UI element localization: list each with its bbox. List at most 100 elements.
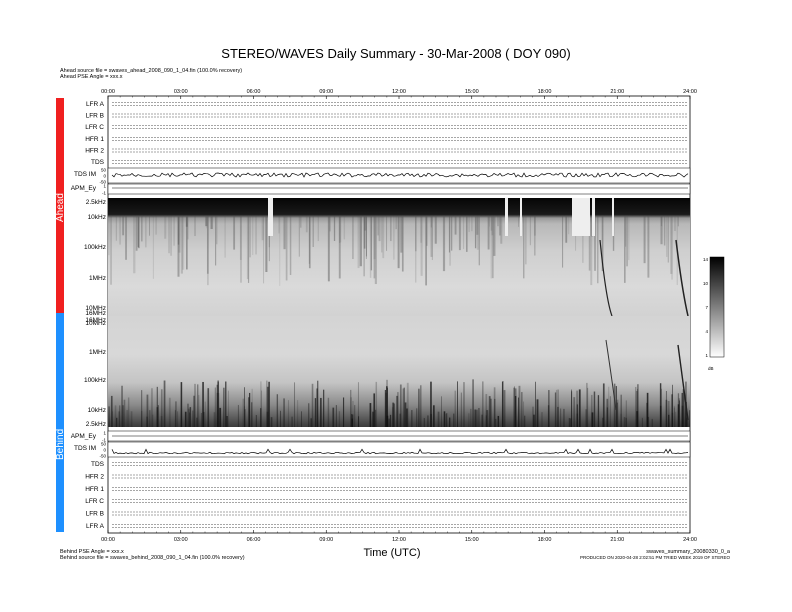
top-axis-tick-label: 00:00 — [101, 89, 115, 95]
behind-freq-tick-label: 10kHz — [88, 407, 106, 414]
behind-spectrogram-streak — [338, 411, 341, 427]
behind-spectrogram-streak — [249, 392, 251, 427]
behind-spectrogram-streak — [637, 384, 639, 427]
ahead-spectrogram-streak — [660, 216, 663, 245]
behind-spectrogram-streak — [502, 381, 504, 427]
behind-spectrogram-streak — [372, 411, 374, 427]
ahead-freq-tick-label: 16MHz — [85, 310, 106, 317]
behind-spectrogram-streak — [294, 382, 296, 427]
ahead-spectrogram-streak — [597, 216, 599, 284]
ahead-spectrogram-streak — [434, 216, 437, 244]
ahead-spectrogram-streak — [137, 216, 139, 248]
ahead-spectrogram-streak — [478, 216, 480, 266]
behind-spectrogram-streak — [180, 382, 183, 427]
behind-spectrogram-streak — [266, 380, 268, 427]
behind-spectrogram-streak — [260, 381, 262, 427]
ahead-spectrogram-streak — [442, 216, 446, 272]
ahead-data-gap — [612, 198, 614, 236]
behind-spectrogram-streak — [513, 387, 516, 427]
behind-spectrogram-streak — [350, 397, 352, 427]
ahead-spectrogram-streak — [216, 216, 218, 245]
ahead-spectrogram-streak — [397, 216, 400, 269]
behind-spectrogram-streak — [532, 406, 534, 427]
ahead-freq-tick-label: 1MHz — [89, 275, 106, 282]
behind-spectrogram-streak — [189, 412, 190, 427]
behind-spectrogram-streak — [411, 410, 413, 427]
behind-spectrogram-streak — [418, 388, 420, 427]
behind-spectrogram-streak — [586, 382, 588, 427]
behind-spectrogram-streak — [488, 396, 491, 427]
behind-freq-tick-label: 1MHz — [89, 349, 106, 356]
behind-spectrogram-streak — [668, 414, 670, 427]
ahead-spectrogram-streak — [364, 216, 367, 231]
ahead-spectrogram-streak — [449, 216, 451, 266]
behind-spectrogram-streak — [560, 408, 562, 427]
behind-spectrogram-streak — [659, 383, 662, 427]
behind-spectrogram-streak — [217, 380, 219, 427]
ahead-spectrogram-streak — [471, 216, 473, 232]
behind-spectrogram-streak — [585, 409, 588, 427]
behind-spectrogram-streak — [126, 410, 129, 427]
behind-spectrogram-streak — [375, 381, 378, 427]
behind-spectrogram-streak — [490, 398, 492, 427]
behind-spectrogram-streak — [686, 417, 689, 427]
behind-spectrogram-streak — [682, 389, 685, 427]
ahead-spectrogram-streak — [187, 216, 189, 240]
ahead-data-gap — [592, 198, 595, 236]
behind-spectrogram-streak — [427, 415, 429, 427]
behind-spectrogram-streak — [673, 405, 675, 427]
behind-spectrogram-streak — [625, 400, 627, 427]
behind-spectrogram-streak — [268, 381, 270, 427]
footer-file-text: swaves_summary_20080330_0_a — [646, 549, 731, 555]
behind-spectrogram-streak — [468, 413, 470, 427]
tds-im-tick-label: -50 — [99, 454, 106, 459]
behind-spectrogram-streak — [123, 399, 126, 427]
ahead-spectrogram-streak — [246, 216, 249, 280]
ahead-spectrogram-streak — [173, 216, 175, 246]
ahead-spectrogram-streak — [333, 216, 336, 241]
top-axis-tick-label: 18:00 — [538, 89, 552, 95]
behind-spectrogram-streak — [563, 408, 565, 427]
colorbar: 14 10 7 4 1 dB — [703, 256, 725, 371]
behind-spectrogram-streak — [226, 415, 228, 427]
behind-spectrogram-streak — [591, 394, 593, 427]
ahead-spectrogram-streak — [363, 216, 366, 249]
ahead-row-label: HFR 2 — [85, 148, 104, 155]
behind-spectrogram-streak — [127, 397, 130, 427]
behind-spectrogram-streak — [443, 411, 446, 427]
ahead-spectrogram-streak — [667, 216, 669, 263]
behind-spectrogram-streak — [244, 409, 246, 427]
behind-spectrogram-streak — [163, 380, 166, 427]
behind-spectrogram-streak — [317, 380, 319, 427]
ahead-freq-tick-label: 2.5kHz — [86, 199, 106, 206]
behind-spectrogram-streak — [541, 412, 543, 427]
ahead-spectrogram-streak — [426, 216, 428, 246]
x-axis-label: Time (UTC) — [363, 547, 420, 559]
ahead-spectrogram-streak — [474, 216, 477, 249]
ahead-spectrogram-streak — [155, 216, 157, 235]
ahead-spectrogram-streak — [499, 216, 501, 236]
behind-spectrogram-streak — [175, 401, 177, 427]
bottom-axis-tick-label: 24:00 — [683, 537, 697, 543]
ahead-spectrogram-streak — [357, 216, 360, 269]
behind-spectrogram-streak — [168, 397, 171, 427]
tds-im-tick-label: 0 — [103, 174, 106, 179]
ahead-spectrogram-streak — [185, 216, 188, 227]
colorbar-tick-label: 7 — [705, 305, 708, 310]
ahead-spectrogram-streak — [381, 216, 383, 253]
behind-radio-burst — [605, 339, 617, 411]
ahead-spectrogram-streak — [207, 216, 209, 286]
behind-spectrogram-streak — [160, 389, 163, 427]
behind-spectrogram-streak — [307, 403, 310, 427]
behind-spectrogram-streak — [261, 390, 262, 427]
ahead-spectrogram-streak — [463, 216, 465, 250]
behind-spectrogram-streak — [227, 390, 229, 427]
behind-spectrogram-streak — [251, 402, 253, 427]
ahead-spectrogram-streak — [205, 216, 208, 227]
behind-spectrogram-streak — [647, 416, 650, 427]
behind-spectrogram-streak — [681, 392, 683, 427]
behind-spectrogram-streak — [485, 415, 488, 427]
apm-tick-label: 1 — [103, 431, 106, 436]
